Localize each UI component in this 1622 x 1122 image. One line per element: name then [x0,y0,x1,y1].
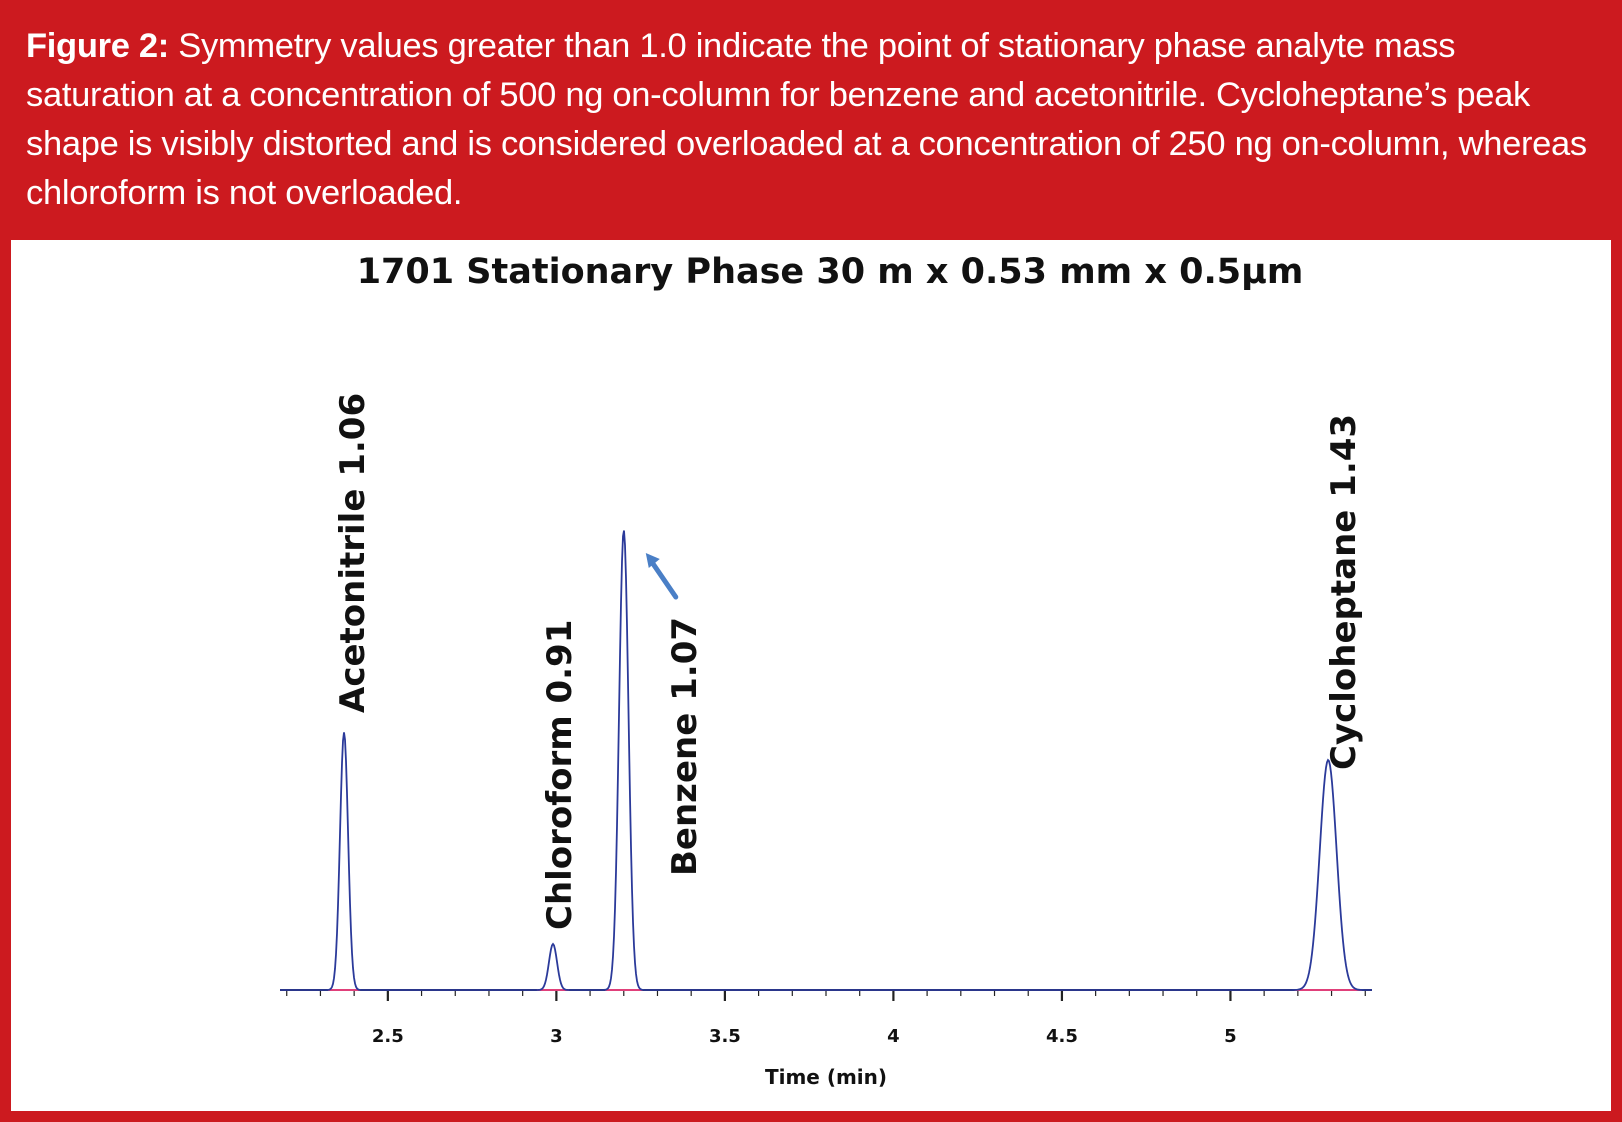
x-tick-label: 3 [550,1026,563,1047]
peak-label: Benzene 1.07 [665,617,705,876]
annotation-arrow-head [645,553,660,568]
x-tick-label: 5 [1224,1026,1237,1047]
caption-text: Symmetry values greater than 1.0 indicat… [26,27,1587,212]
peak-label: Chloroform 0.91 [540,620,580,930]
x-tick-label: 3.5 [709,1026,741,1047]
x-tick-label: 2.5 [372,1026,404,1047]
peak-label: Cycloheptane 1.43 [1324,414,1364,770]
caption-label: Figure 2: [26,27,169,65]
chromatogram-trace [280,530,1372,991]
figure-caption: Figure 2: Symmetry values greater than 1… [0,0,1622,240]
x-axis-label: Time (min) [765,1065,887,1089]
chart-title: 1701 Stationary Phase 30 m x 0.53 mm x 0… [356,252,1304,292]
annotation-arrow-shaft [647,556,679,600]
peak-label: Acetonitrile 1.06 [333,393,373,713]
x-tick-label: 4.5 [1046,1026,1078,1047]
x-tick-label: 4 [887,1026,900,1047]
